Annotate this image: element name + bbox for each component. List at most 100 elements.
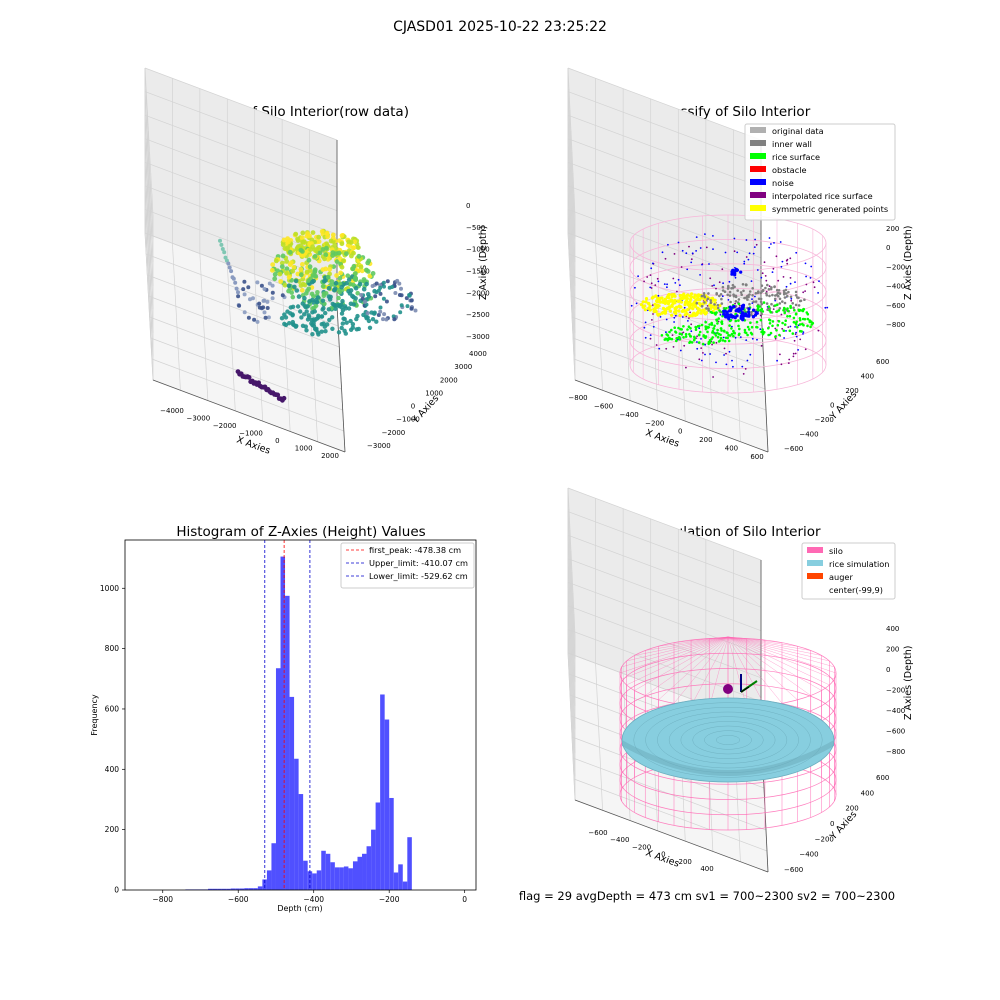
- class-point: [802, 333, 804, 335]
- class-point: [789, 282, 792, 285]
- tick-label: 2000: [440, 376, 458, 384]
- panel3-title: Histogram of Z-Axies (Height) Values: [176, 524, 425, 540]
- data-point: [365, 315, 370, 320]
- histogram-bar: [312, 873, 317, 890]
- class-point: [777, 294, 780, 298]
- data-point: [284, 270, 289, 276]
- data-point: [279, 260, 285, 266]
- silo-roof-strut: [727, 636, 822, 691]
- histogram-bar: [389, 797, 394, 890]
- class-point: [700, 304, 704, 308]
- data-point: [404, 296, 409, 301]
- class-point: [649, 337, 652, 340]
- class-point: [696, 324, 700, 328]
- histogram-bar: [375, 802, 381, 890]
- data-point: [397, 281, 402, 286]
- class-point: [775, 288, 779, 292]
- grid-line: [144, 67, 154, 216]
- class-point: [785, 285, 788, 288]
- tick-label: −200: [815, 416, 834, 424]
- class-point: [794, 313, 798, 316]
- data-point: [300, 301, 305, 306]
- data-point: [367, 325, 373, 330]
- data-point: [236, 290, 240, 295]
- class-point: [668, 337, 672, 341]
- class-point: [718, 339, 722, 342]
- data-point: [390, 285, 395, 289]
- data-point: [348, 240, 354, 245]
- class-point: [776, 303, 779, 307]
- tick-label: 600: [876, 358, 889, 366]
- grid-line: [572, 337, 767, 411]
- class-point: [690, 323, 693, 326]
- data-point: [340, 308, 346, 313]
- data-point: [370, 317, 376, 322]
- panel2-zlabel: Z Axies (Depth): [903, 226, 914, 300]
- class-point: [667, 307, 671, 311]
- class-point: [715, 318, 718, 322]
- grid-line: [567, 605, 762, 679]
- class-point: [777, 279, 780, 282]
- data-point: [306, 313, 311, 318]
- data-point: [280, 293, 285, 298]
- class-point: [673, 253, 676, 255]
- grid-line: [567, 558, 762, 632]
- class-point: [747, 314, 751, 318]
- silo-roof-strut: [727, 636, 798, 700]
- data-point: [322, 256, 327, 262]
- data-point: [329, 279, 335, 284]
- panel2-axes-box: [567, 67, 769, 453]
- data-point: [262, 298, 267, 303]
- data-point: [242, 279, 247, 284]
- class-point: [707, 309, 710, 312]
- data-point: [364, 267, 369, 273]
- legend-swatch: [750, 127, 766, 133]
- class-point: [709, 299, 712, 302]
- class-point: [774, 299, 777, 302]
- data-point: [339, 325, 344, 331]
- class-point: [750, 310, 753, 314]
- class-point: [767, 333, 770, 337]
- tick-label: −600: [588, 829, 607, 837]
- class-point: [728, 334, 732, 337]
- data-point: [344, 251, 349, 257]
- class-point: [711, 285, 714, 287]
- class-point: [733, 316, 737, 320]
- class-point: [702, 292, 706, 295]
- class-point: [813, 286, 816, 289]
- class-point: [795, 251, 798, 254]
- class-point: [655, 303, 659, 307]
- class-point: [682, 292, 686, 296]
- class-point: [772, 267, 775, 270]
- class-point: [768, 246, 771, 249]
- class-point: [737, 302, 741, 306]
- class-point: [694, 326, 698, 329]
- data-point: [382, 284, 386, 289]
- data-point: [344, 280, 349, 286]
- panel2-z-ticks: 200 0 −200 −400 −600 −800: [886, 225, 905, 329]
- class-point: [694, 328, 698, 332]
- data-point: [363, 299, 367, 304]
- histogram-ylabel: Frequency: [90, 694, 99, 736]
- rice-mesh-ring: [645, 707, 811, 773]
- class-point: [690, 258, 693, 261]
- silo-roof-strut: [727, 636, 811, 696]
- class-point: [737, 298, 741, 301]
- data-point: [360, 296, 365, 301]
- data-point: [290, 294, 296, 300]
- legend-swatch: [750, 179, 766, 185]
- class-point: [756, 304, 759, 308]
- data-point: [339, 284, 345, 290]
- class-point: [732, 329, 735, 333]
- class-point: [700, 347, 703, 349]
- class-point: [784, 319, 787, 323]
- class-point: [768, 237, 771, 239]
- auger-axis-y: [740, 686, 750, 693]
- data-point: [352, 275, 358, 281]
- class-point: [721, 285, 725, 289]
- data-point: [350, 322, 356, 327]
- class-point: [721, 295, 724, 298]
- class-point: [673, 316, 676, 319]
- data-point: [265, 306, 270, 310]
- class-point: [680, 328, 683, 331]
